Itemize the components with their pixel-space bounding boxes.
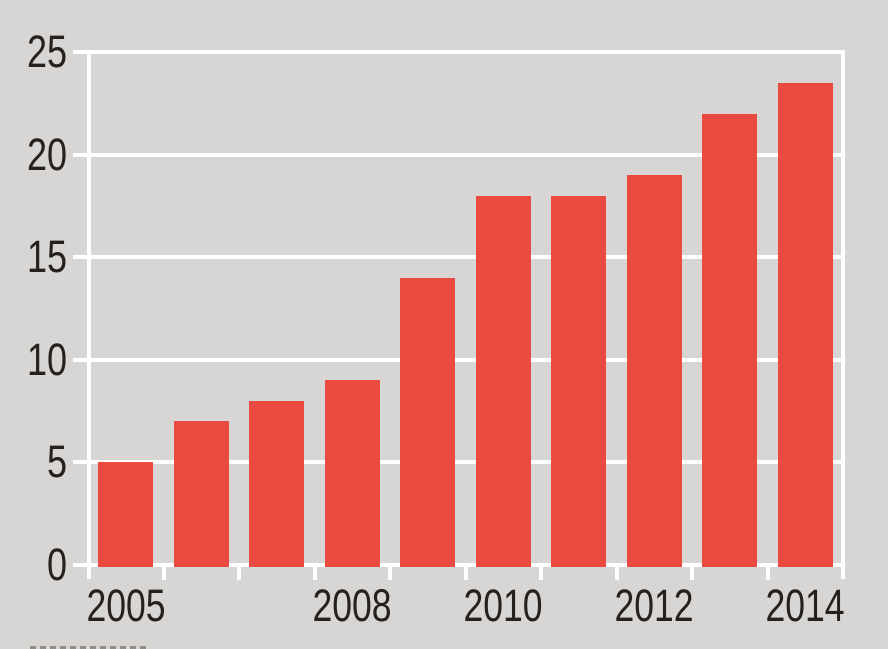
x-axis-tick bbox=[765, 567, 770, 580]
x-axis-tick-label: 2008 bbox=[312, 580, 392, 631]
x-axis-tick bbox=[614, 567, 619, 580]
x-axis-tick bbox=[388, 567, 392, 580]
x-axis-tick-label: 2010 bbox=[463, 580, 543, 631]
x-axis-tick bbox=[539, 567, 543, 580]
bar-2008 bbox=[324, 380, 380, 567]
x-axis-tick-label: 2014 bbox=[765, 580, 845, 631]
y-axis-tick-label: 5 bbox=[46, 436, 67, 488]
gridline-y-25 bbox=[73, 50, 845, 54]
y-axis-tick-label: 10 bbox=[26, 333, 67, 385]
bar-2014 bbox=[777, 82, 833, 567]
gridline-y-20 bbox=[73, 152, 845, 157]
x-axis-tick bbox=[237, 567, 241, 580]
x-axis-tick-label: 2005 bbox=[86, 580, 166, 631]
x-axis-tick-label: 2012 bbox=[614, 580, 694, 631]
bar-2012 bbox=[626, 175, 682, 567]
y-axis-tick-label: 25 bbox=[26, 26, 67, 77]
gridline-y-10 bbox=[73, 357, 845, 362]
bar-2011 bbox=[551, 195, 607, 567]
bar-2010 bbox=[475, 195, 531, 567]
gridline-y-5 bbox=[73, 460, 845, 465]
x-axis-tick bbox=[690, 567, 694, 580]
bar-2009 bbox=[400, 277, 456, 567]
x-axis-tick bbox=[161, 567, 166, 580]
bar-2005 bbox=[98, 462, 154, 567]
y-axis-tick-label: 15 bbox=[26, 231, 67, 283]
x-axis-tick bbox=[312, 567, 317, 580]
y-axis-tick-label: 0 bbox=[46, 539, 67, 590]
x-axis-tick bbox=[463, 567, 468, 580]
cropped-caption-fragment bbox=[30, 646, 146, 649]
gridline-y-0 bbox=[73, 563, 845, 567]
y-axis-line bbox=[87, 50, 91, 579]
bar-2006 bbox=[173, 421, 229, 567]
bar-2007 bbox=[249, 400, 305, 567]
y-axis-tick-label: 20 bbox=[26, 128, 67, 180]
bar-2013 bbox=[702, 113, 758, 567]
plot-right-border bbox=[841, 50, 845, 579]
gridline-y-15 bbox=[73, 255, 845, 260]
